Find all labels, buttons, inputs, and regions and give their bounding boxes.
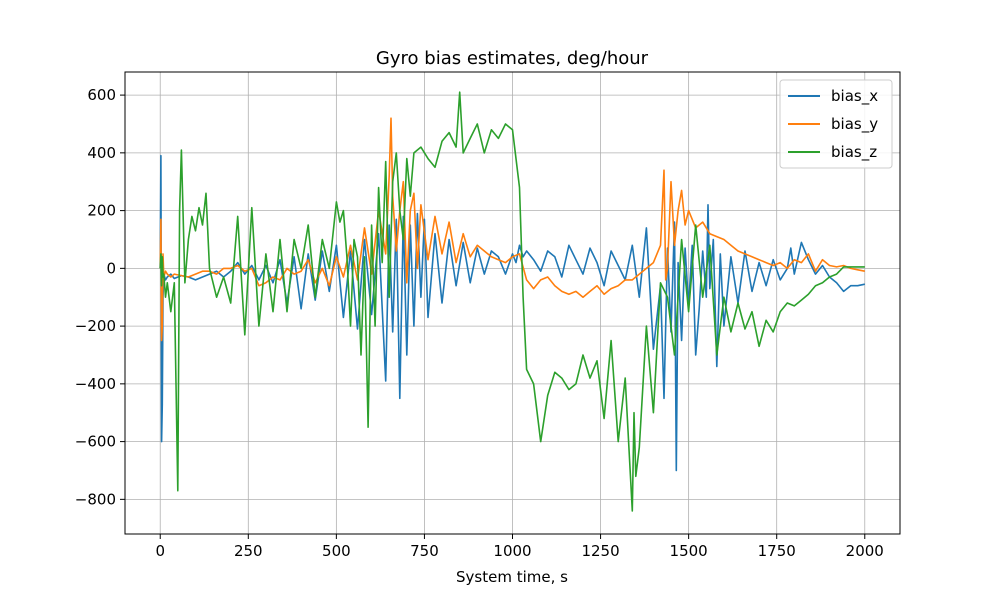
x-tick-label: 250 (234, 542, 263, 560)
x-tick-label: 1000 (493, 542, 531, 560)
series-line-bias-x (159, 154, 865, 472)
x-axis-ticks: 0 250 500 750 1000 1250 1500 1750 2000 (155, 534, 884, 560)
series-line-bias-y (159, 117, 865, 342)
x-tick-label: 1250 (581, 542, 619, 560)
y-tick-label: −400 (75, 375, 116, 393)
legend: bias_x bias_y bias_z (779, 79, 893, 169)
x-tick-label: 750 (410, 542, 439, 560)
x-tick-label: 1750 (758, 542, 796, 560)
chart-title: Gyro bias estimates, deg/hour (376, 48, 649, 69)
y-tick-label: 200 (87, 202, 116, 220)
x-axis-label: System time, s (456, 568, 568, 586)
x-tick-label: 1500 (670, 542, 708, 560)
y-tick-label: −200 (75, 317, 116, 335)
x-tick-label: 2000 (846, 542, 884, 560)
y-tick-label: 400 (87, 144, 116, 162)
series-line-bias-z (159, 91, 865, 512)
legend-label-bias-z: bias_z (831, 143, 877, 162)
y-axis-ticks: −800 −600 −400 −200 0 200 400 600 (75, 86, 125, 508)
y-tick-label: 600 (87, 86, 116, 104)
x-tick-label: 500 (322, 542, 351, 560)
y-tick-label: −600 (75, 433, 116, 451)
series-layer (159, 91, 865, 512)
legend-label-bias-y: bias_y (831, 115, 878, 134)
x-tick-label: 0 (155, 542, 165, 560)
legend-box (779, 79, 893, 169)
legend-label-bias-x: bias_x (831, 87, 878, 106)
y-tick-label: 0 (106, 259, 116, 277)
y-tick-label: −800 (75, 490, 116, 508)
